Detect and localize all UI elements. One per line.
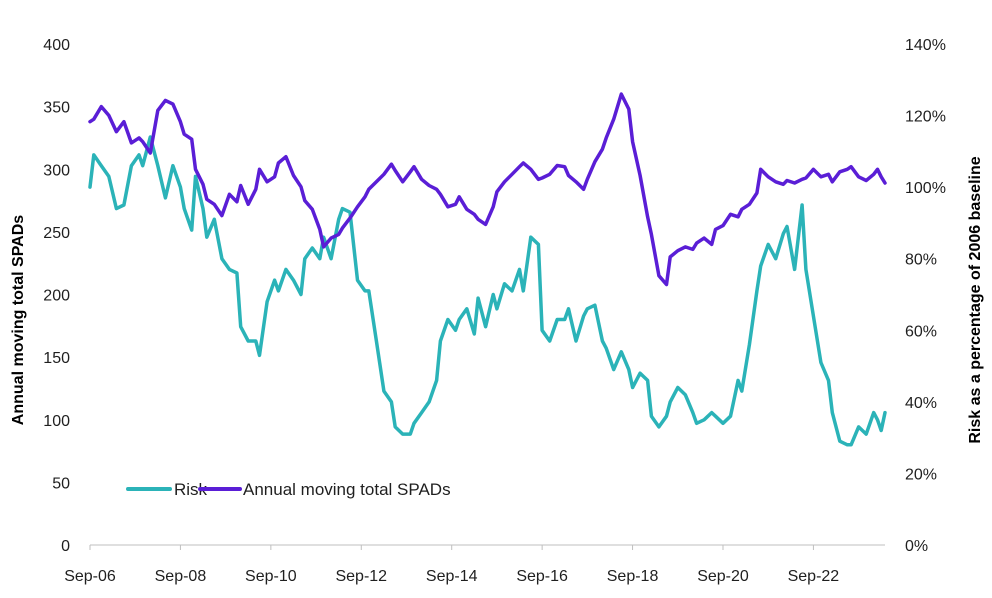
right-y-tick-label: 120% xyxy=(905,109,946,126)
series-line-risk xyxy=(88,135,887,447)
series-line-spads xyxy=(88,92,887,287)
right-y-tick-label: 40% xyxy=(905,395,937,412)
left-axis-title: Annual moving total SPADs xyxy=(10,215,27,425)
legend: Risk Annual moving total SPADs xyxy=(126,480,451,499)
right-axis-title: Risk as a percentage of 2006 baseline xyxy=(967,156,984,443)
right-y-tick-label: 0% xyxy=(905,538,928,555)
right-y-tick-label: 140% xyxy=(905,37,946,54)
series-layer xyxy=(88,92,887,447)
right-y-axis-ticks: 0% 20% 40% 60% 80% 100% 120% 140% xyxy=(905,37,946,555)
x-tick-label: Sep-22 xyxy=(788,568,840,585)
right-y-tick-label: 80% xyxy=(905,252,937,269)
x-tick-label: Sep-14 xyxy=(426,568,478,585)
left-y-tick-label: 150 xyxy=(43,350,70,367)
left-y-tick-label: 50 xyxy=(52,475,70,492)
x-tick-label: Sep-06 xyxy=(64,568,116,585)
left-y-tick-label: 200 xyxy=(43,288,70,305)
left-y-axis-ticks: 0 50 100 150 200 250 300 350 400 xyxy=(43,37,70,555)
x-tick-label: Sep-08 xyxy=(155,568,207,585)
right-y-tick-label: 100% xyxy=(905,180,946,197)
right-y-tick-label: 60% xyxy=(905,323,937,340)
legend-label-risk: Risk xyxy=(174,480,208,499)
x-tick-label: Sep-20 xyxy=(697,568,749,585)
left-y-tick-label: 250 xyxy=(43,225,70,242)
x-tick-label: Sep-18 xyxy=(607,568,659,585)
left-y-tick-label: 350 xyxy=(43,100,70,117)
x-axis-ticks: Sep-06 Sep-08 Sep-10 Sep-12 Sep-14 Sep-16 Sep-… xyxy=(64,545,839,585)
x-tick-label: Sep-10 xyxy=(245,568,297,585)
x-tick-label: Sep-16 xyxy=(516,568,568,585)
left-y-tick-label: 300 xyxy=(43,162,70,179)
left-y-tick-label: 100 xyxy=(43,413,70,430)
legend-label-spads: Annual moving total SPADs xyxy=(243,480,451,499)
left-y-tick-label: 400 xyxy=(43,37,70,54)
left-y-tick-label: 0 xyxy=(61,538,70,555)
x-tick-label: Sep-12 xyxy=(335,568,387,585)
right-y-tick-label: 20% xyxy=(905,466,937,483)
